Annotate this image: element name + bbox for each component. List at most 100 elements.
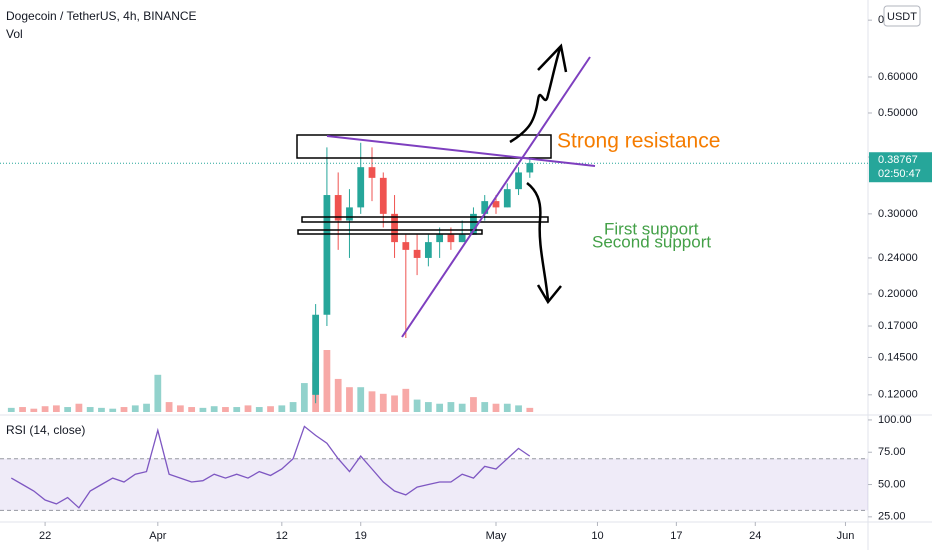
volume-bar bbox=[526, 407, 534, 412]
volume-bar bbox=[75, 403, 83, 412]
candle-body bbox=[470, 213, 477, 235]
x-tick-label: Jun bbox=[837, 530, 855, 542]
volume-bar bbox=[515, 405, 522, 412]
volume-bar bbox=[7, 407, 15, 412]
volume-bar bbox=[334, 378, 342, 412]
candle-body bbox=[515, 172, 522, 190]
candle-body bbox=[391, 213, 398, 243]
candle-body bbox=[346, 207, 353, 221]
volume-bar bbox=[402, 388, 410, 412]
candle-body bbox=[481, 201, 489, 214]
volume-bar bbox=[176, 405, 184, 412]
volume-bar bbox=[323, 350, 331, 412]
volume-bar bbox=[503, 403, 511, 412]
volume-bar bbox=[470, 397, 477, 412]
candle-body bbox=[402, 242, 410, 250]
y-tick-label: 0.12000 bbox=[878, 389, 918, 401]
volume-bar bbox=[346, 387, 353, 412]
y-tick-label: 0.17000 bbox=[878, 320, 918, 332]
rsi-title: RSI (14, close) bbox=[6, 423, 85, 437]
drawings bbox=[296, 43, 596, 338]
candle-body bbox=[413, 249, 421, 258]
x-tick-label: 17 bbox=[670, 530, 682, 542]
price-badge bbox=[869, 152, 932, 183]
volume-bar bbox=[30, 408, 38, 412]
y-tick-label: 50.00 bbox=[878, 478, 906, 490]
candle-body bbox=[379, 177, 387, 214]
volume-bar bbox=[267, 406, 274, 412]
candle-body bbox=[312, 314, 320, 395]
volume-bar bbox=[109, 408, 117, 412]
currency-badge[interactable] bbox=[883, 5, 921, 27]
volume-bar bbox=[143, 403, 150, 412]
volume-bar bbox=[52, 405, 60, 412]
volume-bar bbox=[98, 407, 105, 412]
arrow-down bbox=[526, 182, 550, 301]
y-tick-label: 0.14500 bbox=[878, 351, 918, 363]
volume-bar bbox=[492, 403, 500, 412]
volume-bar bbox=[86, 407, 94, 412]
x-tick-label: 12 bbox=[276, 530, 288, 542]
candle-body bbox=[526, 163, 534, 173]
annotation: Second support bbox=[592, 232, 711, 251]
x-tick-label: 24 bbox=[749, 530, 761, 542]
y-tick-label: 0.50000 bbox=[878, 107, 918, 119]
volume-bar bbox=[41, 406, 49, 412]
annotation: First support bbox=[604, 219, 699, 238]
candle-body bbox=[334, 195, 342, 221]
volume-bar bbox=[391, 395, 398, 412]
volume-bar bbox=[278, 405, 286, 412]
volume-bar bbox=[64, 407, 72, 412]
volume-bar bbox=[199, 407, 207, 412]
volume-bar bbox=[255, 407, 263, 412]
volume-bar bbox=[131, 405, 139, 412]
y-tick-label: 75.00 bbox=[878, 446, 906, 458]
candle-body bbox=[447, 234, 455, 243]
volume-bar bbox=[244, 405, 252, 412]
volume-bar bbox=[233, 407, 241, 412]
volume-bar bbox=[222, 407, 229, 412]
support-box bbox=[297, 229, 483, 235]
volume-bar bbox=[458, 403, 466, 412]
price-label: 0.38767 bbox=[878, 154, 918, 166]
candle-body bbox=[503, 189, 511, 208]
x-tick-label: Apr bbox=[149, 530, 166, 542]
volume-bar bbox=[188, 407, 196, 412]
arrow-head bbox=[536, 284, 562, 305]
y-tick-label: 0.60000 bbox=[878, 71, 918, 83]
support-box bbox=[301, 216, 549, 223]
candle-body bbox=[492, 201, 500, 208]
volume-bar bbox=[210, 406, 218, 412]
y-tick-label: 0.20000 bbox=[878, 288, 918, 300]
x-tick-label: 10 bbox=[591, 530, 603, 542]
volume-bar bbox=[424, 402, 432, 412]
volume-bar bbox=[120, 407, 128, 412]
volume-bar bbox=[447, 402, 455, 412]
volume-bar bbox=[289, 402, 297, 412]
volume-bar bbox=[368, 391, 376, 412]
candle-body bbox=[368, 167, 376, 178]
y-tick-label: 100.00 bbox=[878, 414, 912, 426]
countdown: 02:50:47 bbox=[878, 168, 921, 180]
arrow-up bbox=[509, 47, 562, 144]
y-tick-label: 0.30000 bbox=[878, 208, 918, 220]
volume-bar bbox=[413, 399, 421, 412]
volume-bar bbox=[19, 407, 26, 412]
y-tick-label: 0.24000 bbox=[878, 252, 918, 264]
annotation: Strong resistance bbox=[557, 130, 720, 153]
candle-body bbox=[323, 195, 331, 315]
rsi-line bbox=[10, 425, 531, 509]
currency[interactable]: USDT bbox=[887, 11, 917, 23]
x-tick-label: May bbox=[486, 530, 507, 542]
candle-body bbox=[424, 242, 432, 258]
candle-body bbox=[357, 167, 365, 208]
trend-line bbox=[326, 135, 596, 167]
volume-bar bbox=[436, 403, 444, 412]
volume-bar bbox=[154, 374, 162, 412]
volume-bar bbox=[481, 402, 489, 412]
x-tick-label: 22 bbox=[39, 530, 51, 542]
y-tick-label: 25.00 bbox=[878, 511, 906, 523]
candle-body bbox=[436, 234, 444, 243]
arrow-head bbox=[537, 43, 568, 73]
